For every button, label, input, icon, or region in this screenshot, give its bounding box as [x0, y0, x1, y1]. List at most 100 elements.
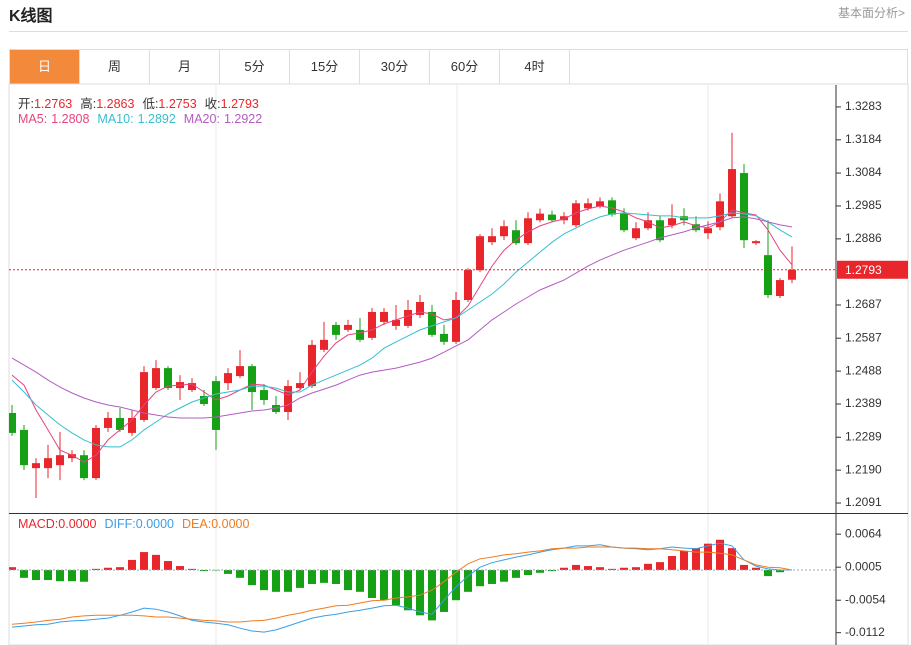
macd-bar [716, 539, 724, 570]
macd-bar [440, 569, 448, 612]
candle-body [704, 228, 712, 234]
macd-bar [176, 566, 184, 570]
y-tick-label: 1.2886 [845, 231, 882, 245]
candle-body [308, 344, 316, 387]
candle-body [776, 280, 784, 297]
indicator-line [11, 546, 793, 625]
legend-name: DEA: [182, 517, 212, 531]
period-tab[interactable]: 日 [10, 50, 80, 84]
macd-bar [656, 562, 664, 570]
candle-body [128, 417, 136, 433]
macd-bar [116, 567, 124, 570]
candle-body [728, 169, 736, 217]
candle-body [320, 339, 328, 350]
macd-bar [260, 569, 268, 591]
macd-bar [356, 569, 364, 592]
fundamental-link[interactable]: 基本面分析> [837, 6, 905, 20]
candle-body [20, 429, 28, 466]
legend-value: 0.0000 [135, 517, 174, 531]
macd-bar [680, 550, 688, 570]
y-tick-label: 1.2289 [845, 429, 882, 443]
candle-body [524, 218, 532, 244]
candle-body [284, 386, 292, 412]
candle-body [608, 200, 616, 215]
candle-body [752, 241, 760, 244]
candle-body [560, 216, 568, 221]
macd-bar [104, 567, 112, 570]
y-tick-label: 0.0064 [845, 526, 882, 540]
candle-body [764, 255, 772, 296]
macd-bar [308, 569, 316, 584]
candle-body [488, 236, 496, 243]
candle-body [620, 213, 628, 231]
macd-bar [464, 569, 472, 592]
macd-bar [164, 561, 172, 570]
chart-frame [8, 83, 909, 645]
field-label: 高: [80, 97, 97, 111]
macd-bar [476, 569, 484, 587]
macd-bar [332, 569, 340, 584]
legend-name: MA5: [18, 112, 48, 126]
macd-bar [644, 563, 652, 570]
macd-bar [512, 569, 520, 578]
y-tick-label: 1.2985 [845, 198, 882, 212]
macd-bar [224, 569, 232, 574]
candle-body [572, 203, 580, 226]
period-tab[interactable]: 4时 [500, 50, 570, 84]
field-value: 1.2763 [33, 97, 73, 111]
candle-body [248, 366, 256, 393]
candle-body [392, 319, 400, 326]
macd-bar [452, 569, 460, 601]
macd-bar [272, 569, 280, 592]
macd-bar [344, 569, 352, 591]
y-tick-label: 1.3184 [845, 132, 882, 146]
y-tick-label: 1.2488 [845, 363, 882, 377]
macd-bar [536, 569, 544, 573]
macd-bar [548, 569, 556, 572]
header-divider [9, 31, 908, 32]
macd-bar [284, 569, 292, 592]
candle-body [296, 383, 304, 389]
candle-body [188, 383, 196, 391]
macd-bar [416, 569, 424, 616]
legend-value: 0.0000 [58, 517, 97, 531]
macd-bar [212, 569, 220, 571]
period-tab[interactable]: 30分 [360, 50, 430, 84]
period-tabs: 日周月 5分 15分 30分 60分 4时 [9, 49, 908, 84]
candle-body [464, 270, 472, 300]
macd-bar [584, 566, 592, 570]
y-tick-label: 1.3084 [845, 165, 882, 179]
candle-body [164, 368, 172, 389]
period-tab[interactable]: 60分 [430, 50, 500, 84]
candle-body [416, 301, 424, 315]
macd-bar [620, 567, 628, 570]
candle-body [692, 224, 700, 231]
candle-body [428, 311, 436, 335]
macd-bar [44, 569, 52, 581]
macd-bar [200, 569, 208, 572]
candle-body [332, 324, 340, 335]
price-tag [837, 260, 908, 279]
candle-body [380, 311, 388, 322]
macd-bar [632, 567, 640, 570]
macd-bar [572, 564, 580, 570]
candle-body [440, 333, 448, 342]
macd-bar [152, 554, 160, 570]
period-tab[interactable]: 月 [150, 50, 220, 84]
price-tag-label: 1.2793 [845, 263, 882, 277]
candle-body [92, 427, 100, 479]
field-value: 1.2753 [158, 97, 197, 111]
period-tab[interactable]: 5分 [220, 50, 290, 84]
period-tab[interactable]: 周 [80, 50, 150, 84]
marks [9, 132, 796, 633]
macd-bar [320, 569, 328, 583]
macd-bar [32, 569, 40, 581]
macd-bar [740, 564, 748, 570]
candle-body [212, 381, 220, 430]
indicator-line [11, 212, 793, 448]
period-tab[interactable]: 15分 [290, 50, 360, 84]
macd-bar [140, 552, 148, 570]
macd-bar [20, 569, 28, 578]
